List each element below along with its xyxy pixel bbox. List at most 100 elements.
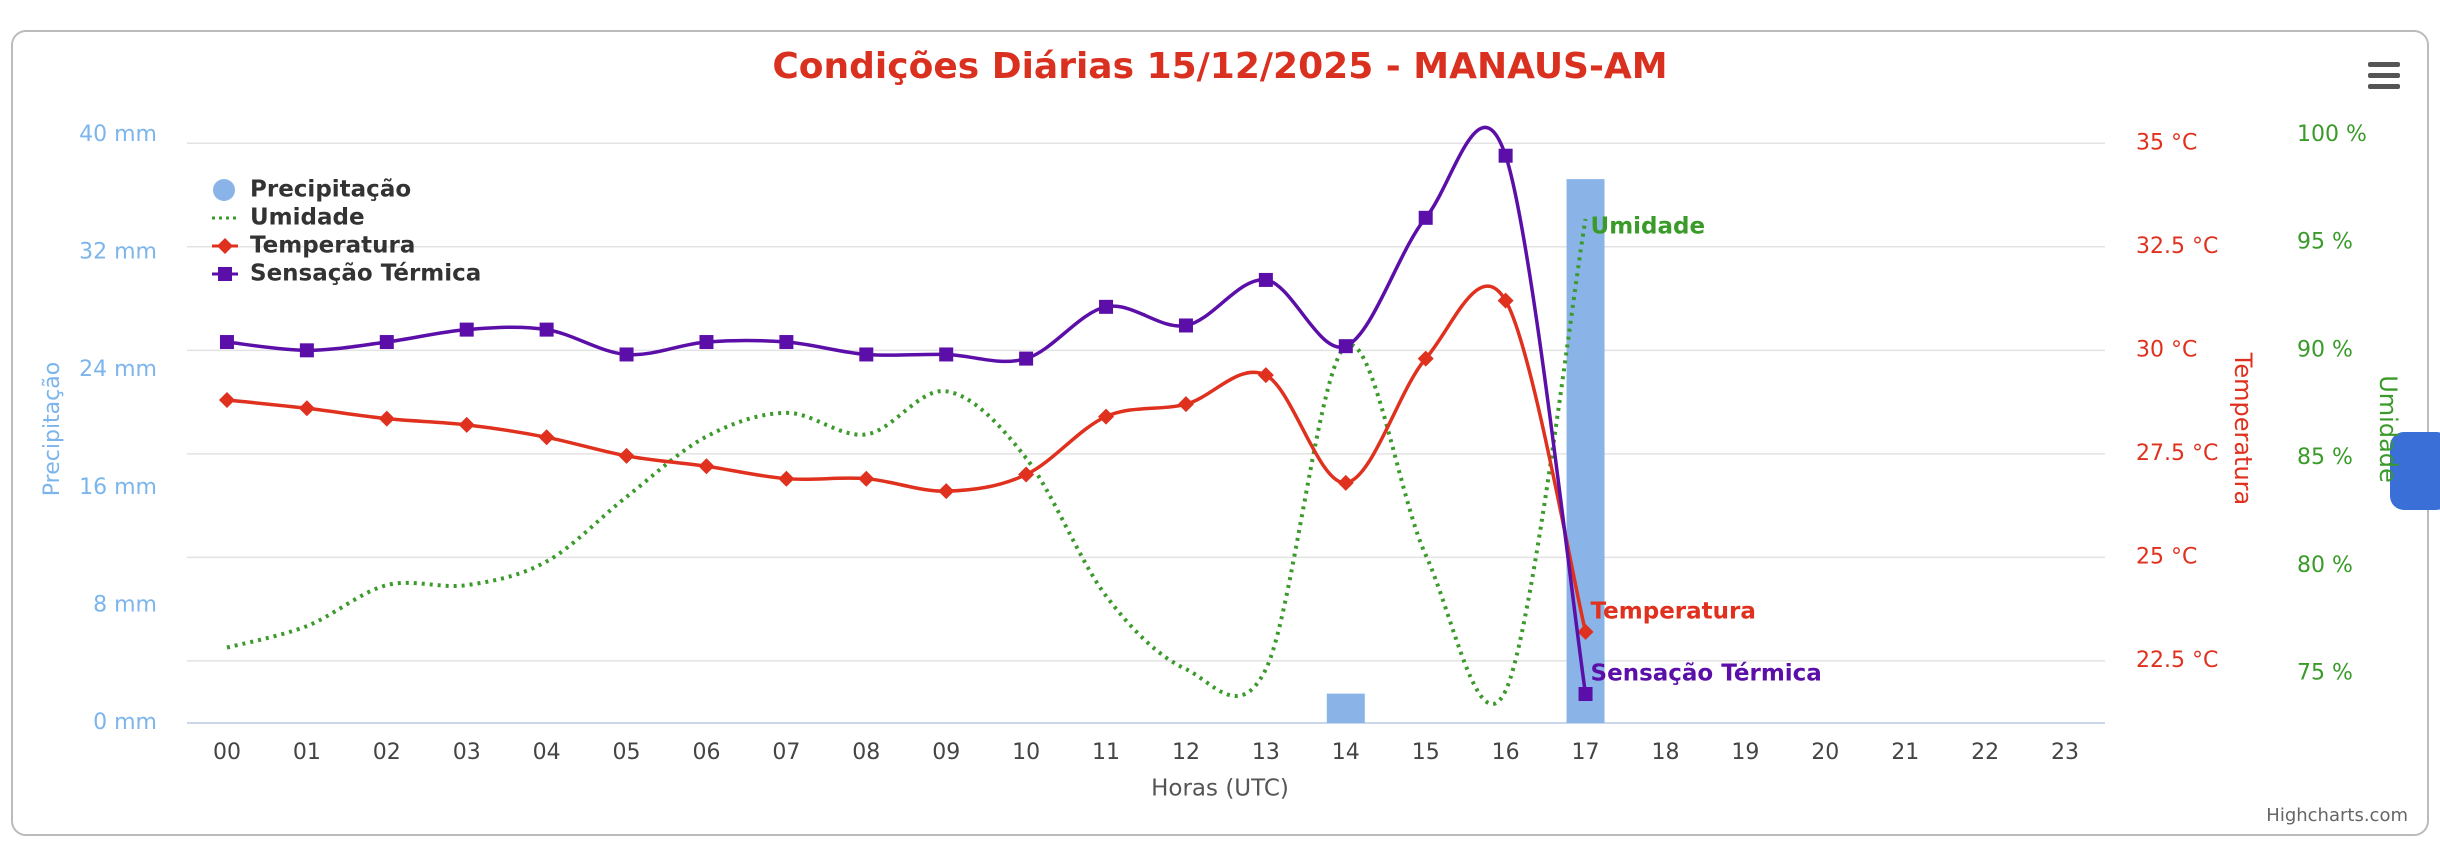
y2-tick-label: 30 °C [2136,337,2197,362]
x-tick-label: 19 [1731,740,1759,765]
bar [1326,693,1365,723]
chart-title: Condições Diárias 15/12/2025 - MANAUS-AM [772,46,1667,87]
series-line [226,125,1588,695]
x-tick-label: 11 [1092,740,1120,765]
marker [1498,148,1513,163]
legend-label: Precipitação [250,177,411,203]
x-tick-label: 17 [1572,740,1600,765]
x-tick-label: 07 [772,740,800,765]
legend-label: Umidade [250,205,365,231]
menu-bar [2368,62,2400,67]
x-tick-label: 18 [1651,740,1679,765]
x-tick-label: 20 [1811,740,1839,765]
y-tick-label: 40 mm [79,122,157,147]
marker [619,347,634,362]
bar [1566,179,1605,724]
marker [618,447,635,464]
marker [938,483,955,500]
legend-symbol [218,267,232,281]
marker [1178,318,1193,333]
marker [778,470,795,487]
marker [859,347,874,362]
legend-label: Sensação Térmica [250,261,481,287]
y-tick-label: 32 mm [79,240,157,265]
marker [1018,466,1035,483]
x-tick-label: 00 [213,740,241,765]
y2-tick-label: 35 °C [2136,130,2197,155]
marker [379,335,394,350]
y2-tick-label: 25 °C [2136,544,2197,569]
x-tick-label: 16 [1492,740,1520,765]
marker [1098,408,1115,425]
menu-button[interactable] [2368,62,2400,89]
x-tick-label: 09 [932,740,960,765]
y3-tick-label: 75 % [2297,660,2353,685]
series-end-label: Umidade [1591,214,1706,240]
marker [1258,272,1273,287]
marker [1418,210,1433,225]
y3-tick-label: 85 % [2297,445,2353,470]
marker [1177,396,1194,413]
x-tick-label: 03 [453,740,481,765]
marker [698,458,715,475]
marker [298,400,315,417]
marker [1338,339,1353,354]
x-tick-label: 21 [1891,740,1919,765]
y2-tick-label: 22.5 °C [2136,648,2218,673]
series-line [226,218,1588,706]
marker [539,322,554,337]
y3-axis-title: Umidade [2374,375,2402,483]
marker [218,392,235,409]
marker [1578,687,1593,702]
menu-bar [2368,73,2400,78]
marker [779,335,794,350]
y3-tick-label: 80 % [2297,553,2353,578]
y2-axis-title: Temperatura [2229,352,2257,506]
x-tick-label: 23 [2051,740,2079,765]
marker [458,416,475,433]
y-axis-title: Precipitação [40,362,65,496]
x-tick-label: 12 [1172,740,1200,765]
y-tick-label: 24 mm [79,357,157,382]
x-tick-label: 05 [613,740,641,765]
y2-tick-label: 32.5 °C [2136,234,2218,259]
x-tick-label: 04 [533,740,561,765]
marker [858,470,875,487]
marker [299,343,314,358]
y-tick-label: 8 mm [93,592,157,617]
marker [1337,474,1354,491]
x-tick-label: 06 [692,740,720,765]
x-tick-label: 08 [852,740,880,765]
series-end-label: Temperatura [1591,598,1756,624]
y3-tick-label: 100 % [2297,122,2367,147]
x-tick-label: 15 [1412,740,1440,765]
x-tick-label: 14 [1332,740,1360,765]
credit: Highcharts.com [2266,805,2408,826]
marker [1257,367,1274,384]
legend-label: Temperatura [250,233,415,259]
y2-tick-label: 27.5 °C [2136,441,2218,466]
marker [378,410,395,427]
marker [1019,351,1034,366]
marker [939,347,954,362]
x-tick-label: 13 [1252,740,1280,765]
legend-symbol [217,238,233,254]
legend-symbol [213,179,235,201]
marker [1497,292,1514,309]
marker [219,335,234,350]
marker [459,322,474,337]
y3-tick-label: 95 % [2297,230,2353,255]
marker [1417,350,1434,367]
accessibility-widget[interactable] [2390,432,2440,510]
x-tick-label: 22 [1971,740,1999,765]
y3-tick-label: 90 % [2297,337,2353,362]
marker [1577,623,1594,640]
x-tick-label: 01 [293,740,321,765]
chart-frame [11,30,2429,836]
series-end-label: Sensação Térmica [1591,661,1822,687]
x-tick-label: 10 [1012,740,1040,765]
marker [1099,299,1114,314]
